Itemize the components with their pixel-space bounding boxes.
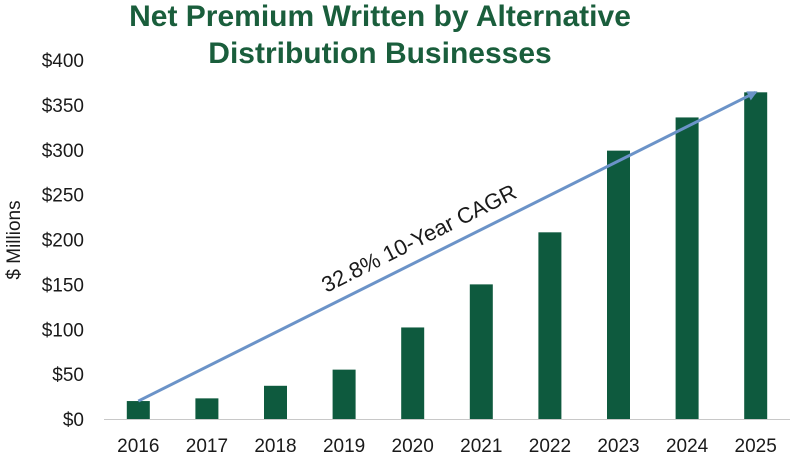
chart-title-line-1: Net Premium Written by Alternative — [129, 0, 631, 33]
bar-2025 — [744, 92, 768, 419]
y-tick-label: $400 — [42, 51, 84, 72]
y-axis-title: $ Millions — [4, 200, 25, 279]
x-tick-label: 2023 — [597, 436, 639, 457]
y-tick-label: $100 — [42, 320, 84, 341]
y-tick-label: $150 — [42, 275, 84, 296]
x-tick-label: 2020 — [392, 436, 434, 457]
bar-2021 — [469, 284, 493, 419]
x-tick-label: 2017 — [186, 436, 228, 457]
x-tick-label: 2018 — [254, 436, 296, 457]
y-tick-label: $0 — [63, 410, 84, 431]
y-tick-label: $250 — [42, 186, 84, 207]
cagr-arrow — [137, 90, 758, 403]
bar-2017 — [195, 398, 219, 419]
x-tick-label: 2025 — [735, 436, 777, 457]
bar-2016 — [126, 401, 150, 419]
x-tick-label: 2021 — [460, 436, 502, 457]
bar-2023 — [607, 150, 630, 419]
x-tick-label: 2016 — [117, 436, 159, 457]
x-tick-label: 2024 — [666, 436, 709, 457]
y-tick-label: $200 — [42, 231, 84, 252]
bar-2022 — [538, 232, 562, 419]
bar-2019 — [332, 369, 356, 419]
x-tick-label: 2019 — [323, 436, 365, 457]
cagr-annotation: 32.8% 10-Year CAGR — [317, 179, 520, 297]
y-tick-label: $50 — [52, 365, 84, 386]
x-axis-ticks: 2016 2017 2018 2019 2020 2021 2022 2023 2024 2025 — [117, 436, 777, 457]
y-axis-ticks: $0 $50 $100 $150 $200 $250 $300 $350 $400 — [42, 51, 84, 431]
y-tick-label: $350 — [42, 96, 84, 117]
bars-group — [126, 92, 768, 419]
chart-title-line-2: Distribution Businesses — [208, 37, 551, 70]
bar-2024 — [675, 117, 699, 419]
bar-2018 — [264, 385, 287, 419]
y-tick-label: $300 — [42, 141, 84, 162]
x-tick-label: 2022 — [529, 436, 571, 457]
bar-2020 — [401, 327, 425, 419]
